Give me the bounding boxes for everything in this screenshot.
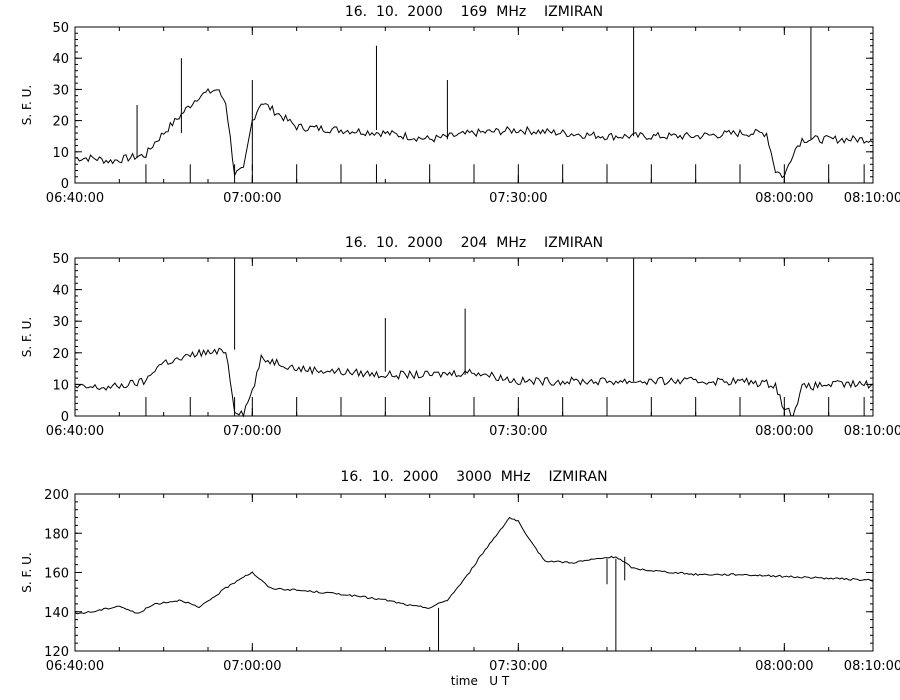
plot-frame [74,493,874,652]
series-line [74,516,874,615]
x-tick-label: 08:00:00 [755,191,813,206]
y-tick-label: 50 [52,21,69,36]
y-tick-label: 0 [61,410,69,425]
plot-frame [74,26,874,184]
x-tick-label: 07:00:00 [223,424,281,439]
panel-1: 16. 10. 2000 169 MHz IZMIRAN S. F. U. 0 10 2… [20,4,900,206]
x-tick-label: 08:10:00 [844,191,900,206]
y-axis-label: S. F. U. [20,85,34,125]
y-tick-label: 0 [61,177,69,192]
series-line [74,88,874,179]
x-tick-label: 08:00:00 [755,659,813,674]
y-tick-label: 40 [52,52,69,67]
y-tick-label: 120 [44,645,69,660]
x-tick-label: 06:40:00 [46,191,104,206]
y-tick-label: 180 [44,527,69,542]
x-tick-label: 08:10:00 [844,424,900,439]
y-tick-label: 30 [52,83,69,98]
panel-title: 16. 10. 2000 3000 MHz IZMIRAN [340,469,607,485]
panel-title: 16. 10. 2000 169 MHz IZMIRAN [345,4,603,20]
figure-xlabel: time U T [451,674,510,688]
y-tick-label: 40 [52,284,69,299]
y-tick-label: 20 [52,347,69,362]
x-tick-label: 07:30:00 [489,191,547,206]
x-tick-label: 08:00:00 [755,424,813,439]
x-tick-label: 07:00:00 [223,191,281,206]
x-tick-label: 07:00:00 [223,659,281,674]
y-axis-label: S. F. U. [20,317,34,357]
series-line [74,347,874,418]
y-tick-label: 50 [52,252,69,267]
x-tick-label: 06:40:00 [46,424,104,439]
panel-2: 16. 10. 2000 204 MHz IZMIRAN S. F. U. 0 10 2… [20,235,900,439]
x-tick-label: 06:40:00 [46,659,104,674]
y-tick-label: 30 [52,315,69,330]
x-tick-label: 08:10:00 [844,659,900,674]
panel-3: 16. 10. 2000 3000 MHz IZMIRAN S. F. U. 120… [20,469,900,674]
y-tick-label: 10 [52,378,69,393]
plot-frame [74,257,874,417]
y-tick-label: 10 [52,146,69,161]
y-axis-label: S. F. U. [20,552,34,592]
y-tick-label: 200 [44,488,69,503]
x-tick-label: 07:30:00 [489,424,547,439]
y-tick-label: 160 [44,567,69,582]
x-tick-label: 07:30:00 [489,659,547,674]
y-tick-label: 140 [44,606,69,621]
panel-title: 16. 10. 2000 204 MHz IZMIRAN [345,235,603,251]
y-tick-label: 20 [52,115,69,130]
